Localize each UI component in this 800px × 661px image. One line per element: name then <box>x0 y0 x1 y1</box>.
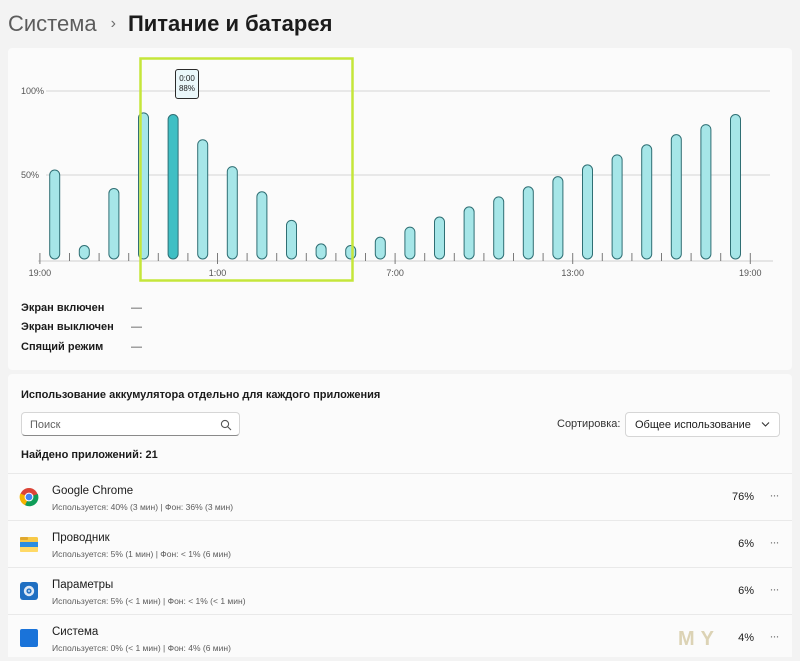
sort-label: Сортировка: <box>557 418 621 430</box>
search-field[interactable] <box>21 412 240 436</box>
page-title: Питание и батарея <box>127 11 333 36</box>
app-usage-percent: 76% <box>731 491 754 503</box>
app-name: Проводник <box>52 532 110 544</box>
chart-bar <box>463 206 475 260</box>
stat-value: — <box>131 341 142 353</box>
chart-bar <box>167 114 179 260</box>
chart-bar <box>611 154 623 260</box>
chart-bar <box>552 176 564 260</box>
app-name: Система <box>52 626 99 638</box>
stat-label: Экран выключен <box>21 321 114 333</box>
chart-bar <box>345 245 357 260</box>
chart-bar <box>315 243 327 260</box>
app-name: Параметры <box>52 579 114 591</box>
chart-bar <box>197 139 209 260</box>
app-row-system[interactable]: Система Используется: 0% (< 1 мин) | Фон… <box>8 614 792 661</box>
x-tick-label: 19:00 <box>29 268 52 278</box>
breadcrumb: Система › Питание и батарея <box>8 8 332 40</box>
breadcrumb-parent-link[interactable]: Система <box>8 11 97 36</box>
settings-icon <box>20 582 38 600</box>
stat-sleep: Спящий режим — <box>21 341 142 353</box>
chart-bar <box>286 219 297 260</box>
app-usage-percent: 4% <box>738 632 754 644</box>
app-usage-detail: Используется: 40% (3 мин) | Фон: 36% (3 … <box>52 502 234 512</box>
folder-icon <box>20 537 38 552</box>
selection-highlight-box <box>139 57 354 282</box>
y-tick-label: 50% <box>21 170 39 180</box>
more-options-icon[interactable]: ··· <box>769 535 780 549</box>
app-usage-percent: 6% <box>738 538 754 550</box>
app-row-explorer[interactable]: Проводник Используется: 5% (1 мин) | Фон… <box>8 520 792 567</box>
battery-level-chart-card: 100% 50% 19:00 1:00 7:00 13:00 19:00 0:00 88% … <box>8 48 792 370</box>
stat-value: — <box>131 321 142 333</box>
chrome-icon <box>19 488 39 507</box>
system-icon <box>20 629 38 647</box>
chart-bar <box>730 114 741 260</box>
sort-dropdown-value: Общее использование <box>635 419 751 431</box>
stat-value: — <box>131 302 142 314</box>
app-usage-detail: Используется: 5% (< 1 мин) | Фон: < 1% (… <box>52 596 246 606</box>
x-tick-label: 7:00 <box>386 268 404 278</box>
y-tick-label: 100% <box>21 86 44 96</box>
chart-bar <box>374 236 386 260</box>
section-title: Использование аккумулятора отдельно для … <box>21 389 381 401</box>
chart-tooltip: 0:00 88% <box>175 69 199 99</box>
chevron-right-icon: › <box>110 15 116 32</box>
chart-bar <box>256 191 268 260</box>
chart-bar <box>493 196 505 260</box>
chart-bar <box>78 245 90 260</box>
chart-bar <box>434 216 445 260</box>
apps-found-count: Найдено приложений: 21 <box>21 449 158 461</box>
chart-bar <box>670 134 682 260</box>
x-tick-label: 13:00 <box>561 268 584 278</box>
app-row-chrome[interactable]: Google Chrome Используется: 40% (3 мин) … <box>8 473 792 520</box>
more-options-icon[interactable]: ··· <box>769 582 780 596</box>
watermark: MY <box>678 628 720 650</box>
chevron-down-icon <box>761 422 770 427</box>
chart-bar <box>108 187 120 260</box>
more-options-icon[interactable]: ··· <box>769 629 780 643</box>
app-row-settings[interactable]: Параметры Используется: 5% (< 1 мин) | Ф… <box>8 567 792 614</box>
app-usage-card: Использование аккумулятора отдельно для … <box>8 374 792 657</box>
app-name: Google Chrome <box>52 485 134 497</box>
app-usage-percent: 6% <box>738 585 754 597</box>
chart-bar <box>49 169 61 260</box>
stat-screen-off: Экран выключен — <box>21 321 142 333</box>
chart-bar <box>404 226 416 260</box>
x-tick-label: 19:00 <box>739 268 762 278</box>
app-usage-detail: Используется: 5% (1 мин) | Фон: < 1% (6 … <box>52 549 231 559</box>
stat-screen-on: Экран включен — <box>21 302 142 314</box>
chart-bar <box>226 166 238 260</box>
battery-level-chart: 100% 50% 19:00 1:00 7:00 13:00 19:00 <box>21 57 773 282</box>
search-icon[interactable] <box>220 419 232 431</box>
stat-label: Спящий режим <box>21 341 104 353</box>
chart-bar <box>700 124 712 260</box>
more-options-icon[interactable]: ··· <box>769 488 780 502</box>
app-usage-detail: Используется: 0% (< 1 мин) | Фон: 4% (6 … <box>52 643 231 653</box>
sort-dropdown[interactable]: Общее использование <box>625 412 780 437</box>
chart-bar <box>522 186 534 260</box>
tooltip-value: 88% <box>178 84 195 93</box>
chart-bar <box>641 144 653 260</box>
tooltip-time: 0:00 <box>179 74 195 83</box>
stat-label: Экран включен <box>21 302 105 314</box>
search-input[interactable] <box>30 417 215 433</box>
x-tick-label: 1:00 <box>209 268 227 278</box>
chart-bar <box>582 164 593 260</box>
